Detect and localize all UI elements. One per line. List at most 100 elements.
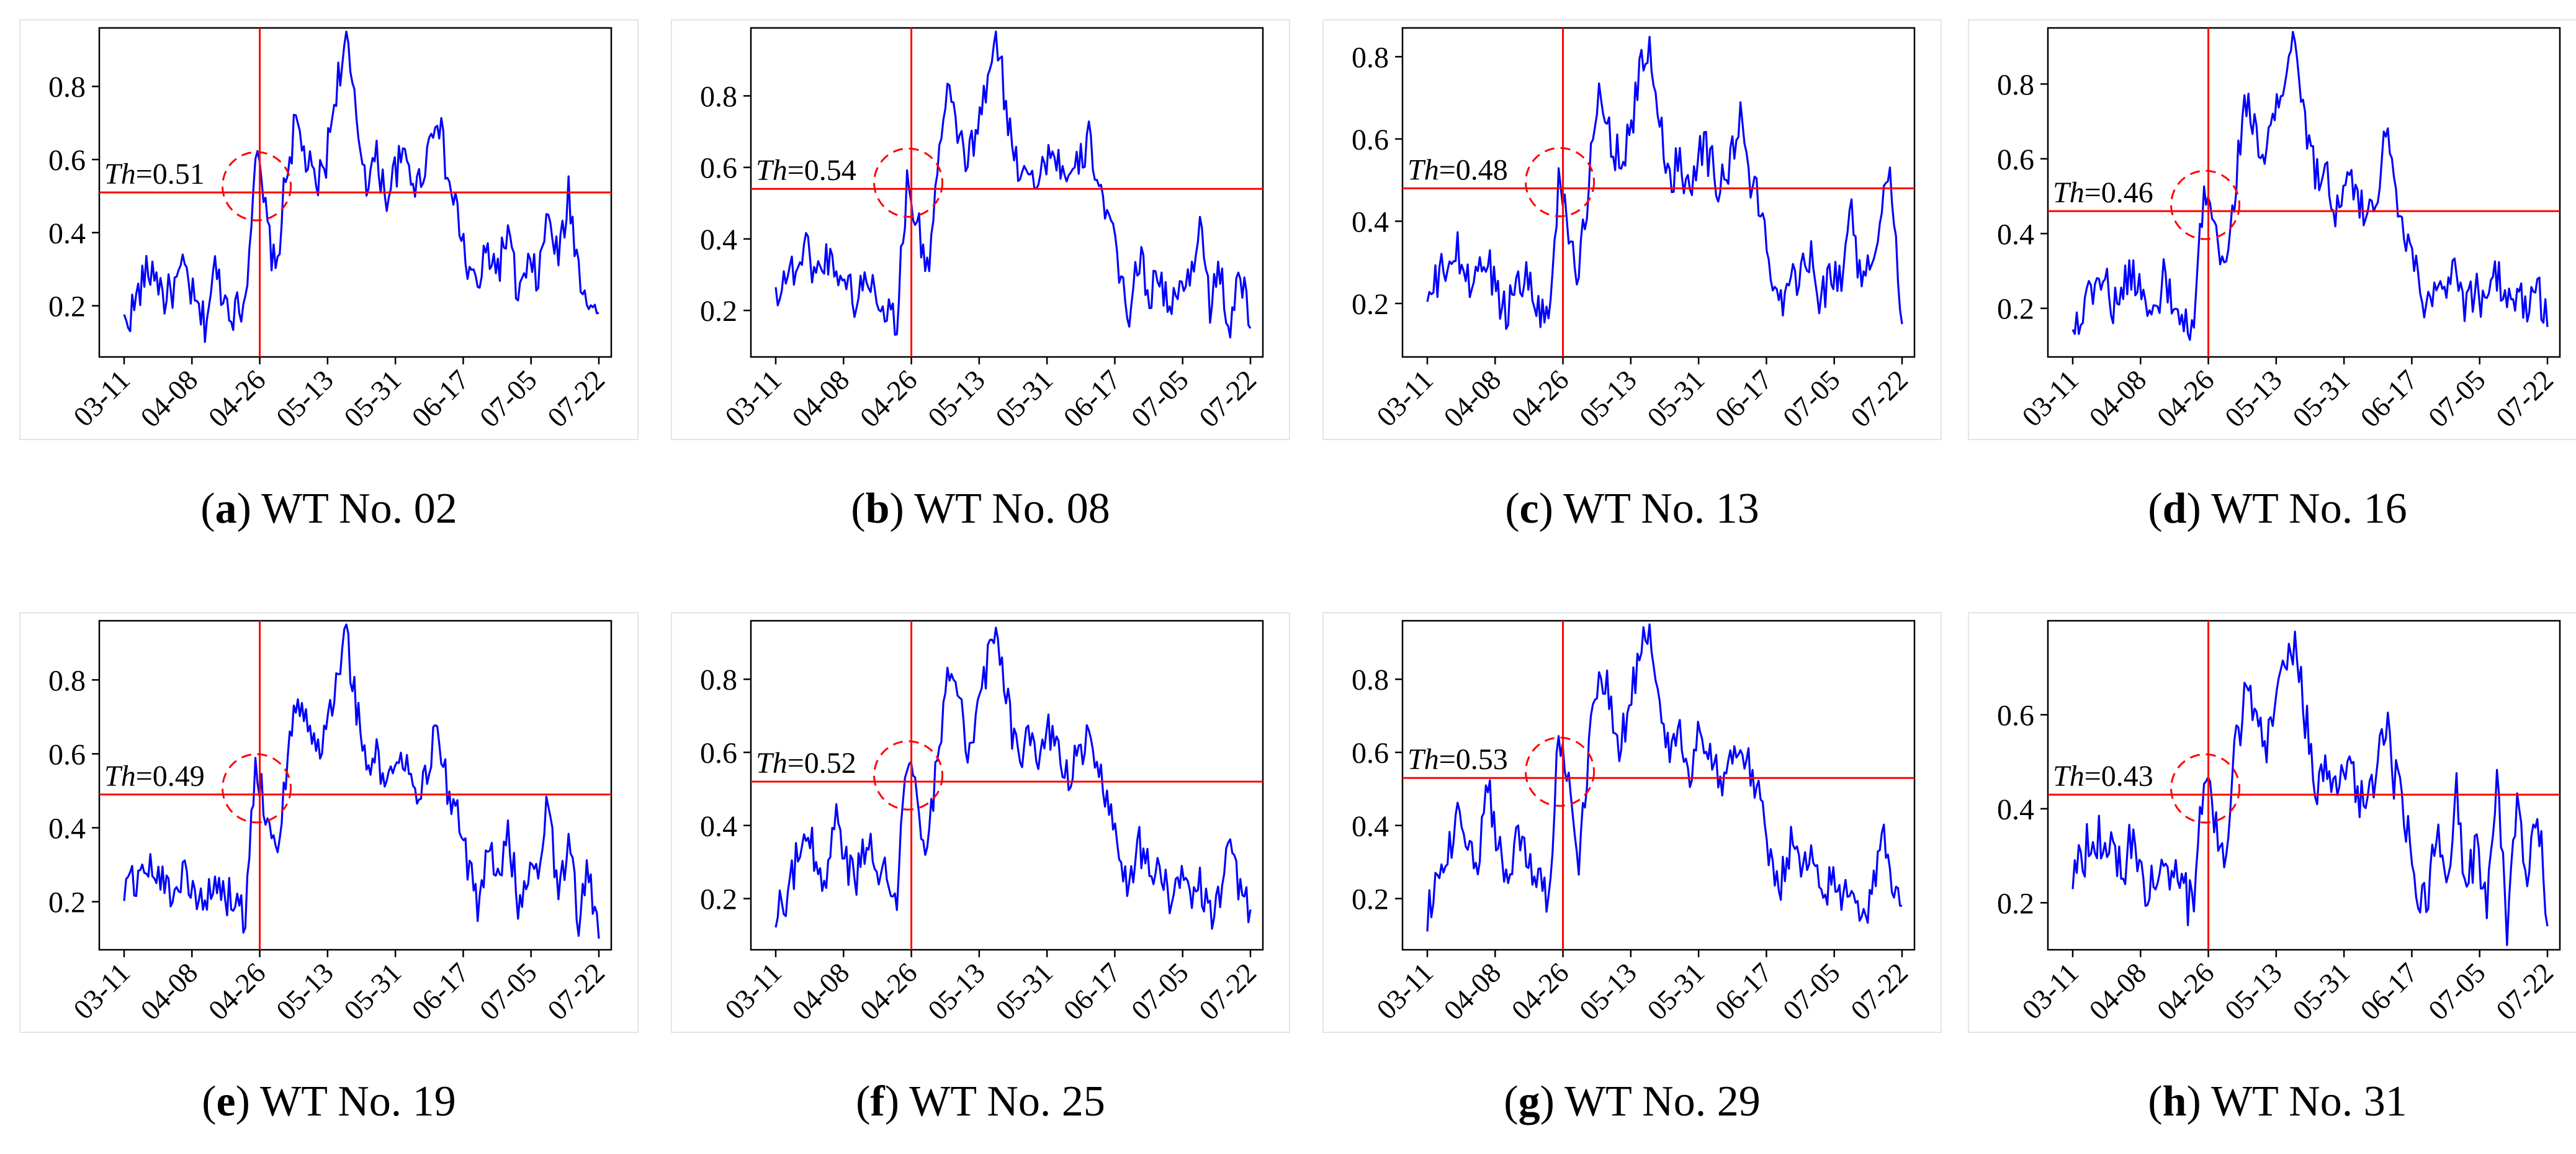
caption-title: ) WT No. 29 xyxy=(1540,1078,1761,1125)
threshold-symbol: Th xyxy=(2053,760,2085,793)
series-line xyxy=(123,623,600,939)
y-tick-label: 0.2 xyxy=(48,291,86,323)
y-tick-label: 0.4 xyxy=(1352,205,1389,238)
y-tick-label: 0.2 xyxy=(700,883,737,916)
x-tick-label: 03-11 xyxy=(2016,957,2085,1026)
threshold-label: Th=0.52 xyxy=(756,747,856,780)
y-tick-label: 0.8 xyxy=(1997,68,2034,101)
threshold-symbol: Th xyxy=(756,747,788,780)
y-tick-label: 0.4 xyxy=(1352,810,1389,843)
x-tick-label: 06-17 xyxy=(2354,957,2424,1026)
x-tick-label: 04-26 xyxy=(2151,957,2220,1026)
x-tick-label: 07-22 xyxy=(1193,364,1262,433)
x-tick-label: 06-17 xyxy=(406,364,475,433)
caption-letter: f xyxy=(870,1078,885,1125)
x-tick-label: 06-17 xyxy=(2354,364,2424,433)
caption-paren-open: ( xyxy=(1504,1078,1519,1125)
panel-caption-e: (e) WT No. 19 xyxy=(19,1077,639,1127)
anomaly-circle xyxy=(2170,753,2241,824)
x-tick-label: 04-08 xyxy=(2083,364,2152,433)
threshold-label: Th=0.48 xyxy=(1407,153,1508,186)
caption-paren-open: ( xyxy=(202,1078,217,1125)
threshold-value: =0.43 xyxy=(2085,760,2153,793)
plot-area xyxy=(98,620,613,951)
y-tick-label: 0.6 xyxy=(1997,143,2034,176)
threshold-value: =0.49 xyxy=(136,760,205,793)
x-tick-label: 05-31 xyxy=(1641,364,1710,433)
x-tick-label: 05-31 xyxy=(2286,957,2356,1026)
anomaly-circle xyxy=(1525,147,1595,217)
chart-panel-a: 0.2 0.4 0.6 0.8 03-1104-0804-2605-1305-3106-… xyxy=(19,19,639,440)
x-tick-label: 04-08 xyxy=(786,957,855,1026)
threshold-label: Th=0.54 xyxy=(756,154,856,187)
series-line xyxy=(774,30,1252,339)
x-tick-label: 07-22 xyxy=(1844,364,1914,433)
x-tick-label: 05-13 xyxy=(1573,957,1643,1026)
y-tick-label: 0.6 xyxy=(48,738,86,771)
y-tick-label: 0.4 xyxy=(700,223,737,256)
threshold-value: =0.46 xyxy=(2085,176,2153,209)
panel-frame xyxy=(1322,19,1942,440)
x-tick-label: 05-31 xyxy=(989,364,1059,433)
x-tick-label: 07-22 xyxy=(541,364,611,433)
caption-paren-open: ( xyxy=(2148,1078,2163,1125)
caption-paren-open: ( xyxy=(1505,485,1520,533)
threshold-label: Th=0.43 xyxy=(2053,760,2153,793)
x-tick-label: 05-31 xyxy=(2286,364,2356,433)
panel-frame xyxy=(1322,612,1942,1033)
caption-letter: c xyxy=(1519,485,1539,533)
caption-paren-open: ( xyxy=(2148,485,2163,533)
series-line xyxy=(2071,30,2549,341)
x-tick-label: 05-31 xyxy=(338,364,407,433)
x-tick-label: 07-22 xyxy=(2490,957,2559,1026)
threshold-symbol: Th xyxy=(1407,743,1439,776)
caption-title: ) WT No. 16 xyxy=(2186,485,2407,533)
chart-panel-f: 0.2 0.4 0.6 0.8 03-1104-0804-2605-1305-3106-… xyxy=(671,612,1290,1033)
x-tick-label: 03-11 xyxy=(67,364,136,433)
chart-panel-h: 0.20.40.603-1104-0804-2605-1305-3106-170… xyxy=(1968,612,2576,1033)
x-tick-label: 04-08 xyxy=(134,364,204,433)
x-tick-label: 04-08 xyxy=(1437,957,1507,1026)
chart-panel-d: 0.2 0.4 0.6 0.8 03-1104-0804-2605-1305-3106-… xyxy=(1968,19,2576,440)
y-tick-label: 0.6 xyxy=(48,144,86,177)
x-tick-label: 03-11 xyxy=(1370,957,1439,1026)
x-tick-label: 04-26 xyxy=(202,957,272,1026)
x-tick-label: 07-22 xyxy=(1193,957,1262,1026)
threshold-value: =0.52 xyxy=(788,747,856,780)
panel-frame xyxy=(671,612,1290,1033)
plot-area xyxy=(750,620,1264,951)
series-line xyxy=(1426,623,1903,932)
x-tick-label: 03-11 xyxy=(719,957,788,1026)
x-tick-label: 03-11 xyxy=(2016,364,2085,433)
panel-caption-a: (a) WT No. 02 xyxy=(19,484,639,534)
x-tick-label: 05-13 xyxy=(270,957,339,1026)
x-tick-label: 05-13 xyxy=(922,957,991,1026)
anomaly-circle xyxy=(873,147,944,218)
panel-caption-f: (f) WT No. 25 xyxy=(670,1077,1291,1127)
threshold-symbol: Th xyxy=(1407,153,1439,186)
plot-area xyxy=(750,27,1264,358)
caption-title: ) WT No. 08 xyxy=(889,485,1110,533)
caption-title: ) WT No. 02 xyxy=(236,485,457,533)
x-tick-label: 04-08 xyxy=(2083,957,2152,1026)
x-tick-label: 04-08 xyxy=(786,364,855,433)
y-tick-label: 0.8 xyxy=(700,664,737,696)
panel-frame xyxy=(1968,612,2576,1033)
plot-area xyxy=(2047,620,2561,951)
y-tick-label: 0.2 xyxy=(1997,293,2034,326)
anomaly-circle xyxy=(1525,736,1595,807)
x-tick-label: 05-13 xyxy=(1573,364,1643,433)
y-tick-label: 0.8 xyxy=(48,71,86,104)
y-tick-label: 0.2 xyxy=(48,886,86,919)
x-tick-label: 06-17 xyxy=(1057,364,1127,433)
x-tick-label: 07-22 xyxy=(1844,957,1914,1026)
caption-paren-open: ( xyxy=(856,1078,871,1125)
x-tick-label: 05-31 xyxy=(338,957,407,1026)
caption-letter: a xyxy=(215,485,237,533)
panel-caption-g: (g) WT No. 29 xyxy=(1322,1077,1942,1127)
y-tick-label: 0.6 xyxy=(1352,124,1389,156)
x-tick-label: 07-22 xyxy=(541,957,611,1026)
x-tick-label: 05-13 xyxy=(2219,957,2288,1026)
x-tick-label: 07-05 xyxy=(1777,957,1846,1026)
x-tick-label: 07-05 xyxy=(2422,364,2492,433)
